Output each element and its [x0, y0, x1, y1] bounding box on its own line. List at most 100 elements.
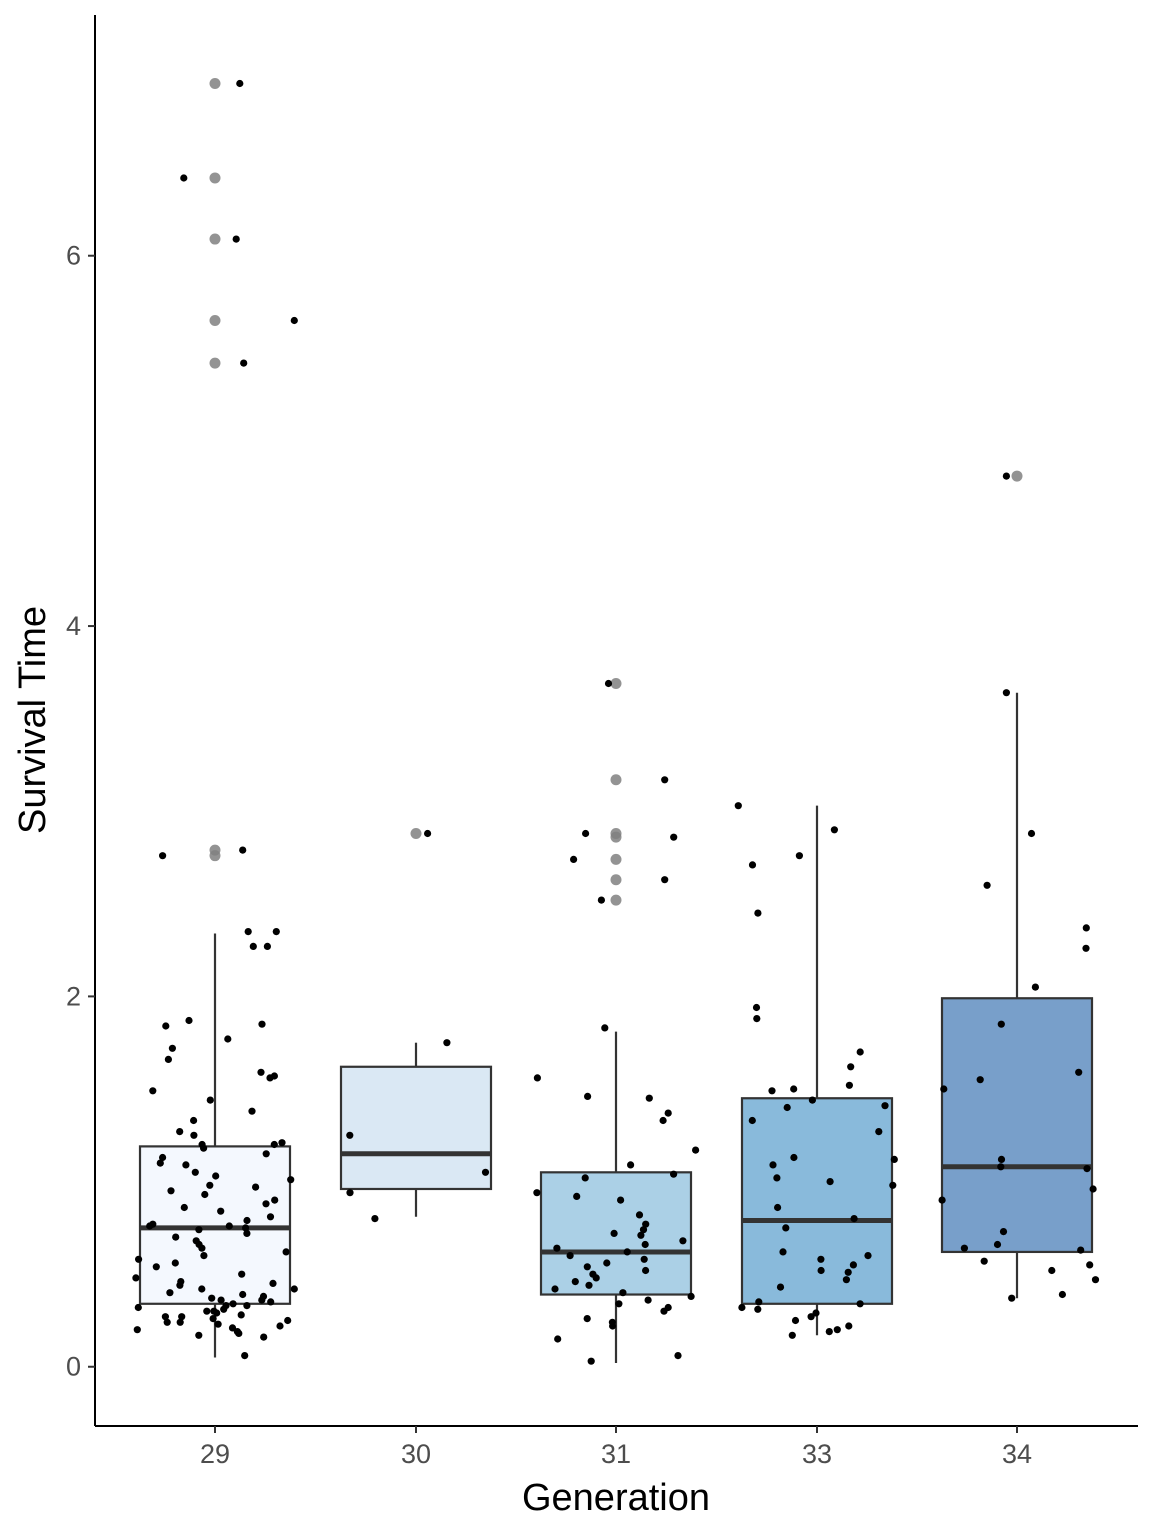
- jitter-point: [1082, 944, 1090, 952]
- jitter-point: [424, 829, 432, 838]
- jitter-point: [242, 1224, 250, 1232]
- jitter-point: [844, 1268, 852, 1276]
- jitter-point: [266, 1074, 274, 1082]
- jitter-point: [198, 1285, 206, 1293]
- box-34: [940, 997, 1094, 1254]
- jitter-point: [627, 1161, 635, 1169]
- jitter-point: [619, 1289, 627, 1297]
- jitter-point: [623, 1248, 631, 1256]
- jitter-point: [269, 1279, 277, 1287]
- jitter-point: [237, 1311, 245, 1319]
- jitter-point: [659, 1116, 667, 1125]
- jitter-point: [551, 1285, 559, 1293]
- jitter-point: [583, 1315, 591, 1323]
- jitter-point: [290, 316, 298, 325]
- jitter-point: [597, 896, 606, 904]
- outlier-point: [209, 357, 221, 369]
- jitter-point: [164, 1055, 172, 1063]
- jitter-point: [1027, 829, 1036, 838]
- jitter-point: [670, 833, 678, 841]
- jitter-point: [640, 1255, 648, 1263]
- outlier-point: [209, 850, 221, 862]
- x-axis-title: Generation: [522, 1477, 710, 1519]
- jitter-point: [881, 1102, 889, 1110]
- jitter-point: [133, 1326, 141, 1334]
- jitter-point: [258, 1020, 266, 1028]
- jitter-point: [229, 1300, 237, 1308]
- jitter-point: [243, 1229, 251, 1237]
- jitter-point: [993, 1240, 1002, 1249]
- jitter-point: [191, 1168, 199, 1176]
- jitter-point: [817, 1255, 825, 1263]
- jitter-point: [156, 1159, 164, 1167]
- jitter-point: [849, 1261, 858, 1269]
- jitter-point: [159, 1153, 167, 1162]
- jitter-point: [754, 909, 762, 917]
- outlier-point: [1011, 470, 1023, 482]
- jitter-point: [856, 1048, 864, 1056]
- jitter-point: [779, 1248, 787, 1256]
- jitter-point: [346, 1189, 354, 1197]
- jitter-point: [195, 1331, 203, 1339]
- jitter-point: [769, 1161, 777, 1169]
- jitter-point: [783, 1103, 791, 1112]
- jitter-point: [601, 1024, 609, 1032]
- jitter-point: [1086, 1261, 1094, 1269]
- jitter-point: [817, 1266, 825, 1275]
- jitter-point: [583, 1263, 591, 1271]
- jitter-point: [842, 1276, 851, 1284]
- jitter-point: [825, 1328, 833, 1336]
- jitter-point: [214, 1320, 222, 1328]
- jitter-point: [206, 1181, 214, 1189]
- jitter-point: [176, 1128, 184, 1136]
- jitter-point: [190, 1131, 198, 1139]
- jitter-point: [224, 1035, 232, 1043]
- jitter-point: [201, 1190, 209, 1199]
- jitter-point: [163, 1318, 171, 1326]
- jitter-point: [240, 359, 248, 367]
- jitter-point: [278, 1139, 286, 1147]
- jitter-point: [284, 1316, 292, 1325]
- y-tick-label: 6: [66, 241, 81, 271]
- jitter-point: [788, 1331, 796, 1339]
- jitter-point: [553, 1244, 561, 1252]
- jitter-point: [639, 1226, 648, 1234]
- jitter-point: [238, 1270, 246, 1278]
- jitter-point: [180, 1203, 188, 1212]
- jitter-point: [248, 1107, 256, 1115]
- jitter-point: [171, 1259, 179, 1267]
- jitter-point: [773, 1174, 781, 1182]
- jitter-point: [235, 1329, 243, 1337]
- jitter-point: [661, 776, 669, 784]
- jitter-point: [232, 235, 240, 243]
- jitter-point: [609, 1322, 617, 1330]
- y-axis-title: Survival Time: [12, 606, 54, 834]
- jitter-point: [134, 1303, 142, 1312]
- jitter-point: [976, 1076, 984, 1084]
- jitter-point: [790, 1153, 798, 1162]
- jitter-point: [570, 855, 578, 864]
- jitter-point: [748, 1116, 756, 1125]
- jitter-point: [890, 1155, 898, 1163]
- jitter-point: [847, 1063, 855, 1071]
- x-tick-label: 29: [200, 1439, 230, 1469]
- jitter-point: [850, 1215, 858, 1223]
- jitter-point: [241, 1352, 249, 1360]
- jitter-point: [212, 1172, 220, 1180]
- jitter-point: [1002, 472, 1011, 480]
- jitter-point: [674, 1352, 682, 1360]
- jitter-point: [635, 1211, 644, 1219]
- jitter-point: [262, 1150, 270, 1158]
- outlier-point: [610, 831, 622, 843]
- x-tick-label: 34: [1002, 1439, 1032, 1469]
- x-tick-label: 33: [802, 1439, 832, 1469]
- jitter-point: [276, 1322, 284, 1330]
- jitter-point: [587, 1357, 595, 1365]
- jitter-point: [603, 1259, 611, 1267]
- jitter-point: [566, 1252, 574, 1260]
- jitter-point: [1008, 1294, 1016, 1302]
- outlier-point: [610, 853, 622, 865]
- jitter-point: [249, 942, 257, 951]
- jitter-point: [1075, 1068, 1083, 1076]
- jitter-point: [584, 1092, 592, 1100]
